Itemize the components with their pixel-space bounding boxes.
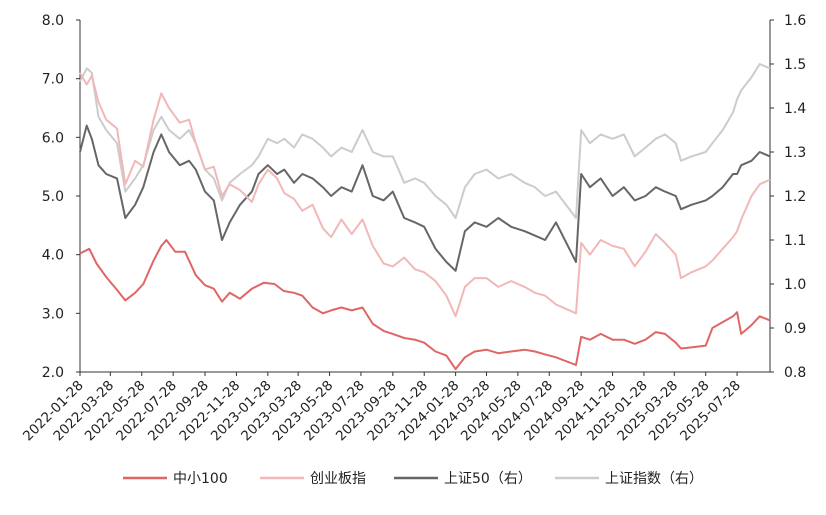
y-right-tick-label: 1.3 [784, 145, 806, 161]
y-left-tick-label: 4.0 [42, 248, 64, 264]
y-left-tick-label: 3.0 [42, 306, 64, 322]
y-right-tick-label: 1.6 [784, 13, 806, 29]
y-left-tick-label: 7.0 [42, 72, 64, 88]
legend-label: 创业板指 [310, 471, 366, 487]
y-right-tick-label: 0.8 [784, 365, 806, 381]
legend-label: 上证50（右） [444, 471, 532, 487]
series-line-4 [79, 63, 771, 219]
series-lines [79, 63, 771, 371]
legend-label: 中小100 [173, 471, 228, 487]
series-line-1 [79, 239, 771, 371]
series-line-3 [79, 124, 771, 272]
axes: 2.0 3.0 4.0 5.0 6.0 7.0 8.0 0.8 0.9 1.0 1.1 1.2 1.3 1… [20, 13, 806, 444]
legend-label: 上证指数（右） [605, 471, 703, 487]
y-right-tick-label: 0.9 [784, 321, 806, 337]
y-right-tick-label: 1.0 [784, 277, 806, 293]
y-right-tick-label: 1.2 [784, 189, 806, 205]
y-left-tick-label: 2.0 [42, 365, 64, 381]
y-left-tick-label: 8.0 [42, 13, 64, 29]
legend: 中小100 创业板指 上证50（右） 上证指数（右） [123, 471, 703, 487]
y-right-tick-label: 1.1 [784, 233, 806, 249]
y-left-tick-label: 6.0 [42, 130, 64, 146]
y-left-tick-label: 5.0 [42, 189, 64, 205]
y-right-tick-label: 1.4 [784, 101, 806, 117]
y-right-tick-label: 1.5 [784, 57, 806, 73]
series-line-2 [79, 72, 771, 318]
